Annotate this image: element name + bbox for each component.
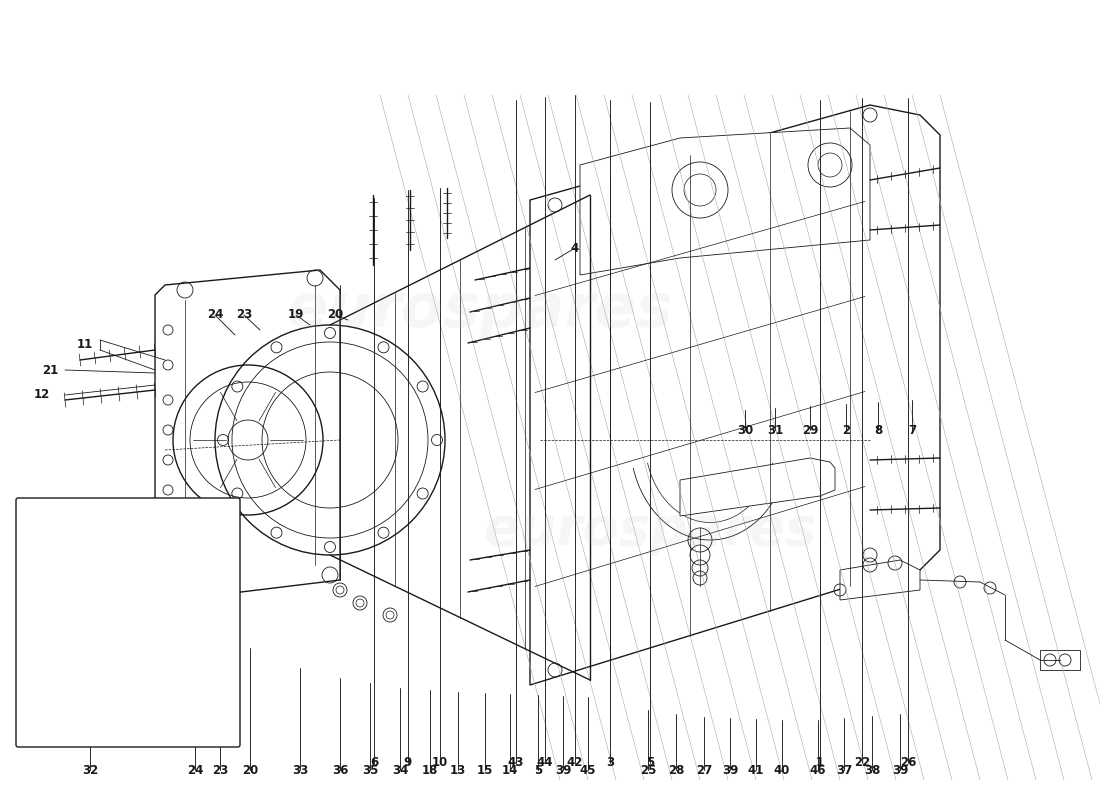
Text: 31: 31 (767, 423, 783, 437)
Text: 4: 4 (571, 242, 579, 254)
Polygon shape (1040, 650, 1080, 670)
Text: 12: 12 (34, 389, 51, 402)
Text: 36: 36 (332, 763, 349, 777)
Text: 44: 44 (91, 506, 108, 519)
Text: 19: 19 (288, 309, 305, 322)
Text: 21: 21 (42, 363, 58, 377)
Text: 24: 24 (187, 763, 204, 777)
Text: 41: 41 (748, 763, 764, 777)
Text: 2: 2 (842, 423, 850, 437)
Text: 18: 18 (421, 763, 438, 777)
Text: 32: 32 (81, 763, 98, 777)
Text: No per F1: No per F1 (90, 514, 155, 526)
Text: 39: 39 (722, 763, 738, 777)
Polygon shape (840, 560, 920, 600)
Polygon shape (155, 270, 340, 600)
Text: 39: 39 (554, 763, 571, 777)
Text: 46: 46 (810, 763, 826, 777)
Text: eurospares: eurospares (483, 504, 816, 556)
Text: 29: 29 (802, 423, 818, 437)
Text: 5: 5 (646, 757, 654, 770)
Text: Not for F1: Not for F1 (90, 514, 157, 526)
Text: 5: 5 (534, 763, 542, 777)
Text: 23: 23 (235, 309, 252, 322)
Text: 27: 27 (696, 763, 712, 777)
Text: 6: 6 (370, 757, 378, 770)
Text: 20: 20 (242, 763, 258, 777)
Text: 45: 45 (580, 763, 596, 777)
Text: 10: 10 (432, 757, 448, 770)
Text: 40: 40 (773, 763, 790, 777)
Text: 15: 15 (476, 763, 493, 777)
Text: 44: 44 (537, 757, 553, 770)
Polygon shape (580, 128, 870, 275)
Text: 23: 23 (212, 763, 228, 777)
Text: 34: 34 (392, 763, 408, 777)
Text: 43: 43 (508, 757, 525, 770)
Text: 37: 37 (836, 763, 852, 777)
Text: 33: 33 (292, 763, 308, 777)
Text: 25: 25 (640, 763, 657, 777)
Text: 43: 43 (65, 506, 81, 519)
Text: 30: 30 (737, 423, 754, 437)
Polygon shape (680, 458, 835, 516)
Text: 26: 26 (900, 757, 916, 770)
Text: 42: 42 (566, 757, 583, 770)
Text: 14: 14 (502, 763, 518, 777)
Text: 38: 38 (864, 763, 880, 777)
Text: 24: 24 (207, 309, 223, 322)
Text: 16: 16 (36, 581, 53, 594)
Text: 22: 22 (854, 757, 870, 770)
Text: 11: 11 (77, 338, 94, 351)
Text: 13: 13 (450, 763, 466, 777)
FancyBboxPatch shape (16, 498, 240, 747)
Text: 1: 1 (816, 757, 824, 770)
Text: 3: 3 (606, 757, 614, 770)
Polygon shape (50, 510, 230, 610)
Text: 8: 8 (873, 423, 882, 437)
Text: 20: 20 (327, 309, 343, 322)
Polygon shape (530, 105, 940, 685)
Text: 28: 28 (668, 763, 684, 777)
Text: 9: 9 (404, 757, 412, 770)
Text: 35: 35 (362, 763, 378, 777)
Text: 17: 17 (67, 586, 84, 598)
Text: eurospares: eurospares (287, 281, 673, 339)
Text: 7: 7 (908, 423, 916, 437)
Text: 39: 39 (892, 763, 909, 777)
